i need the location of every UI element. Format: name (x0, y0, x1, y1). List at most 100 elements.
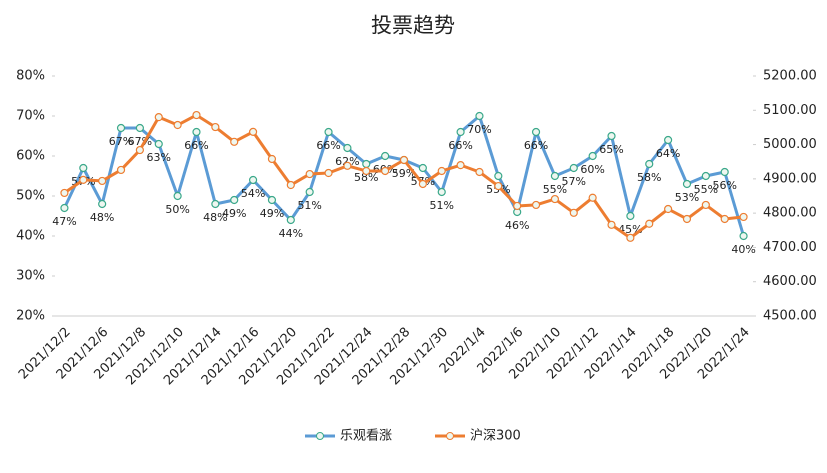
point (60, 188, 69, 198)
point (607, 131, 616, 141)
y-tick-label: 40% (16, 229, 45, 244)
data-label: 65% (599, 143, 623, 156)
point (116, 123, 126, 133)
point (607, 220, 616, 229)
point (135, 145, 144, 155)
y-tick-label: 70% (16, 109, 45, 124)
data-label: 57% (562, 175, 586, 188)
point (381, 151, 390, 161)
data-label: 56% (712, 179, 736, 192)
point (664, 135, 673, 145)
point (720, 167, 729, 177)
point (720, 214, 729, 224)
point (418, 163, 427, 173)
y-tick-label: 60% (16, 149, 45, 164)
point (248, 127, 258, 136)
point (230, 195, 239, 205)
data-label: 51% (297, 199, 321, 212)
point (211, 199, 220, 209)
legend-marker (446, 432, 454, 440)
y2-tick-label: 4600.00 (763, 274, 817, 289)
data-label: 59% (392, 167, 416, 180)
data-label: 55% (543, 183, 567, 196)
point (305, 169, 314, 179)
data-label: 48% (90, 211, 114, 224)
data-label: 70% (467, 123, 491, 136)
point (211, 122, 220, 132)
point (739, 212, 748, 222)
point (437, 166, 446, 176)
point (418, 179, 427, 189)
point (437, 187, 446, 197)
data-label: 49% (222, 207, 246, 220)
point (475, 111, 484, 121)
y2-tick-label: 4500.00 (763, 309, 817, 324)
data-label: 51% (430, 199, 454, 212)
point (286, 215, 295, 225)
legend-label: 沪深300 (470, 428, 521, 444)
point (98, 176, 107, 186)
point (626, 233, 635, 242)
point (116, 165, 126, 175)
point (588, 193, 597, 202)
data-label: 58% (637, 171, 661, 184)
legend-label: 乐观看涨 (340, 428, 392, 444)
y2-tick-label: 5200.00 (763, 69, 817, 84)
point (588, 151, 597, 161)
point (531, 127, 541, 137)
data-label: 53% (675, 191, 699, 204)
point (192, 127, 201, 137)
point (531, 200, 541, 210)
point (343, 161, 352, 170)
data-label: 66% (448, 139, 472, 152)
point (154, 113, 163, 122)
point (664, 204, 673, 214)
point (79, 163, 88, 173)
point (343, 143, 352, 153)
point (324, 168, 333, 178)
chart-title: 投票趋势 (371, 14, 455, 38)
point (701, 171, 710, 181)
point (626, 211, 635, 221)
data-label: 60% (580, 163, 604, 176)
point (645, 219, 654, 228)
point (135, 123, 144, 133)
data-label: 66% (524, 139, 548, 152)
point (550, 194, 560, 204)
data-label: 66% (316, 139, 340, 152)
y2-tick-label: 4900.00 (763, 171, 817, 186)
data-label: 62% (335, 155, 359, 168)
point (173, 191, 182, 201)
y2-tick-label: 4800.00 (763, 206, 817, 221)
point (286, 180, 295, 190)
data-label: 63% (147, 151, 171, 164)
point (456, 161, 465, 170)
point (60, 203, 69, 213)
point (173, 120, 182, 130)
point (682, 179, 692, 189)
point (324, 127, 333, 137)
point (569, 163, 578, 173)
point (550, 171, 560, 181)
point (267, 154, 277, 164)
data-label: 40% (731, 243, 755, 256)
data-label: 46% (505, 219, 529, 232)
point (739, 231, 748, 241)
data-label: 50% (165, 203, 189, 216)
point (362, 166, 371, 176)
data-label: 67% (109, 135, 133, 148)
y-tick-label: 30% (16, 269, 45, 284)
point (267, 195, 277, 205)
data-label: 64% (656, 147, 680, 160)
y2-tick-label: 5000.00 (763, 137, 817, 152)
data-label: 47% (52, 215, 76, 228)
data-label: 58% (354, 171, 378, 184)
point (381, 166, 390, 176)
point (399, 155, 409, 165)
y2-tick-label: 4700.00 (763, 240, 817, 255)
legend-marker (316, 432, 324, 440)
point (513, 201, 522, 211)
